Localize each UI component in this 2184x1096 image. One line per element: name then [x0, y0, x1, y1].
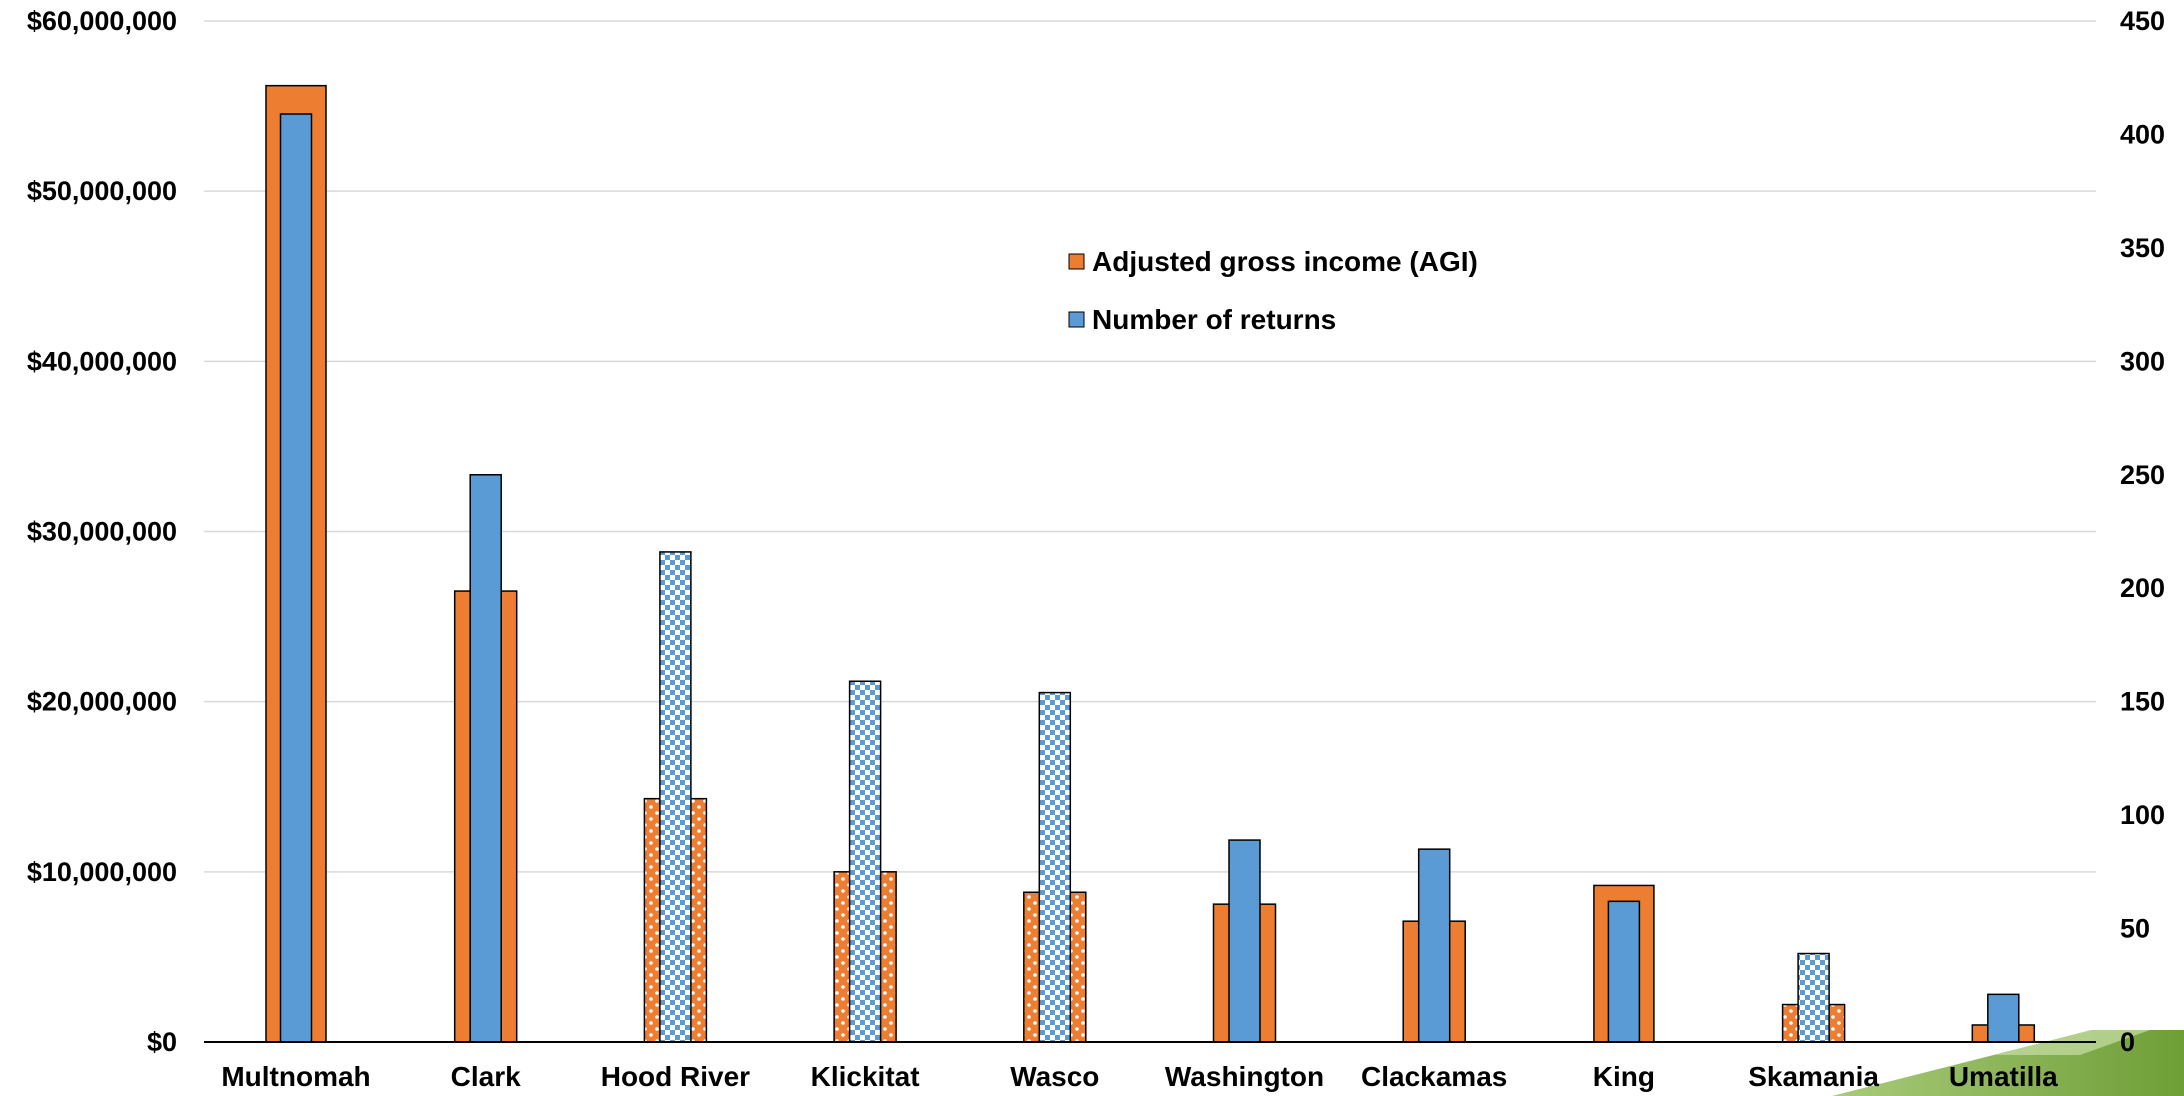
- y-right-tick-label-2: 100: [2120, 800, 2165, 830]
- legend-swatch-1: [1068, 311, 1085, 328]
- category-label-multnomah: Multnomah: [221, 1061, 370, 1092]
- legend-label-1: Number of returns: [1092, 304, 1336, 335]
- legend-label-0: Adjusted gross income (AGI): [1092, 246, 1478, 277]
- y-right-tick-label-3: 150: [2120, 687, 2165, 717]
- bar-returns-clackamas: [1417, 848, 1451, 1043]
- category-label-skamania: Skamania: [1748, 1061, 1879, 1092]
- right-axis-tick-labels: 0 50 100 150 200 250 300 350 400 450: [2120, 6, 2165, 1057]
- category-label-clackamas: Clackamas: [1361, 1061, 1507, 1092]
- category-label-clark: Clark: [451, 1061, 521, 1092]
- category-label-wasco: Wasco: [1010, 1061, 1099, 1092]
- y-right-tick-label-7: 350: [2120, 233, 2165, 263]
- y-left-tick-label-4: $40,000,000: [27, 346, 177, 376]
- bar-returns-king: [1607, 900, 1641, 1043]
- category-label-washington: Washington: [1165, 1061, 1324, 1092]
- bars: [265, 84, 2036, 1043]
- y-left-tick-label-6: $60,000,000: [27, 6, 177, 36]
- y-left-tick-label-1: $10,000,000: [27, 857, 177, 887]
- legend: Adjusted gross income (AGI) Number of ret…: [1068, 246, 1478, 335]
- bar-returns-wasco: [1038, 691, 1072, 1043]
- category-label-king: King: [1593, 1061, 1655, 1092]
- y-right-tick-label-6: 300: [2120, 346, 2165, 376]
- bar-returns-clark: [469, 474, 502, 1043]
- y-right-tick-label-0: 0: [2120, 1027, 2135, 1057]
- category-tick-labels: Multnomah Clark Hood River Klickitat Wasco Wa…: [221, 1061, 2058, 1092]
- category-label-umatilla: Umatilla: [1949, 1061, 2058, 1092]
- bar-returns-multnomah: [279, 113, 313, 1043]
- y-right-tick-label-5: 250: [2120, 460, 2165, 490]
- category-label-hood-river: Hood River: [601, 1061, 750, 1092]
- y-left-tick-label-0: $0: [147, 1027, 177, 1057]
- bar-returns-umatilla: [1987, 993, 2020, 1043]
- y-right-tick-label-4: 200: [2120, 573, 2165, 603]
- bar-returns-washington: [1228, 839, 1261, 1043]
- legend-swatch-0: [1068, 253, 1085, 270]
- bar-returns-skamania: [1797, 952, 1830, 1043]
- category-label-klickitat: Klickitat: [811, 1061, 920, 1092]
- y-left-tick-label-3: $30,000,000: [27, 517, 177, 547]
- y-right-tick-label-8: 400: [2120, 119, 2165, 149]
- bar-returns-hood-river: [659, 551, 692, 1043]
- gridlines: [204, 20, 2096, 873]
- y-right-tick-label-1: 50: [2120, 914, 2150, 944]
- y-left-tick-label-2: $20,000,000: [27, 687, 177, 717]
- y-left-tick-label-5: $50,000,000: [27, 176, 177, 206]
- y-right-tick-label-9: 450: [2120, 6, 2165, 36]
- left-axis-tick-labels: $0 $10,000,000 $20,000,000 $30,000,000 $40,0…: [27, 6, 177, 1057]
- bar-returns-klickitat: [848, 680, 882, 1043]
